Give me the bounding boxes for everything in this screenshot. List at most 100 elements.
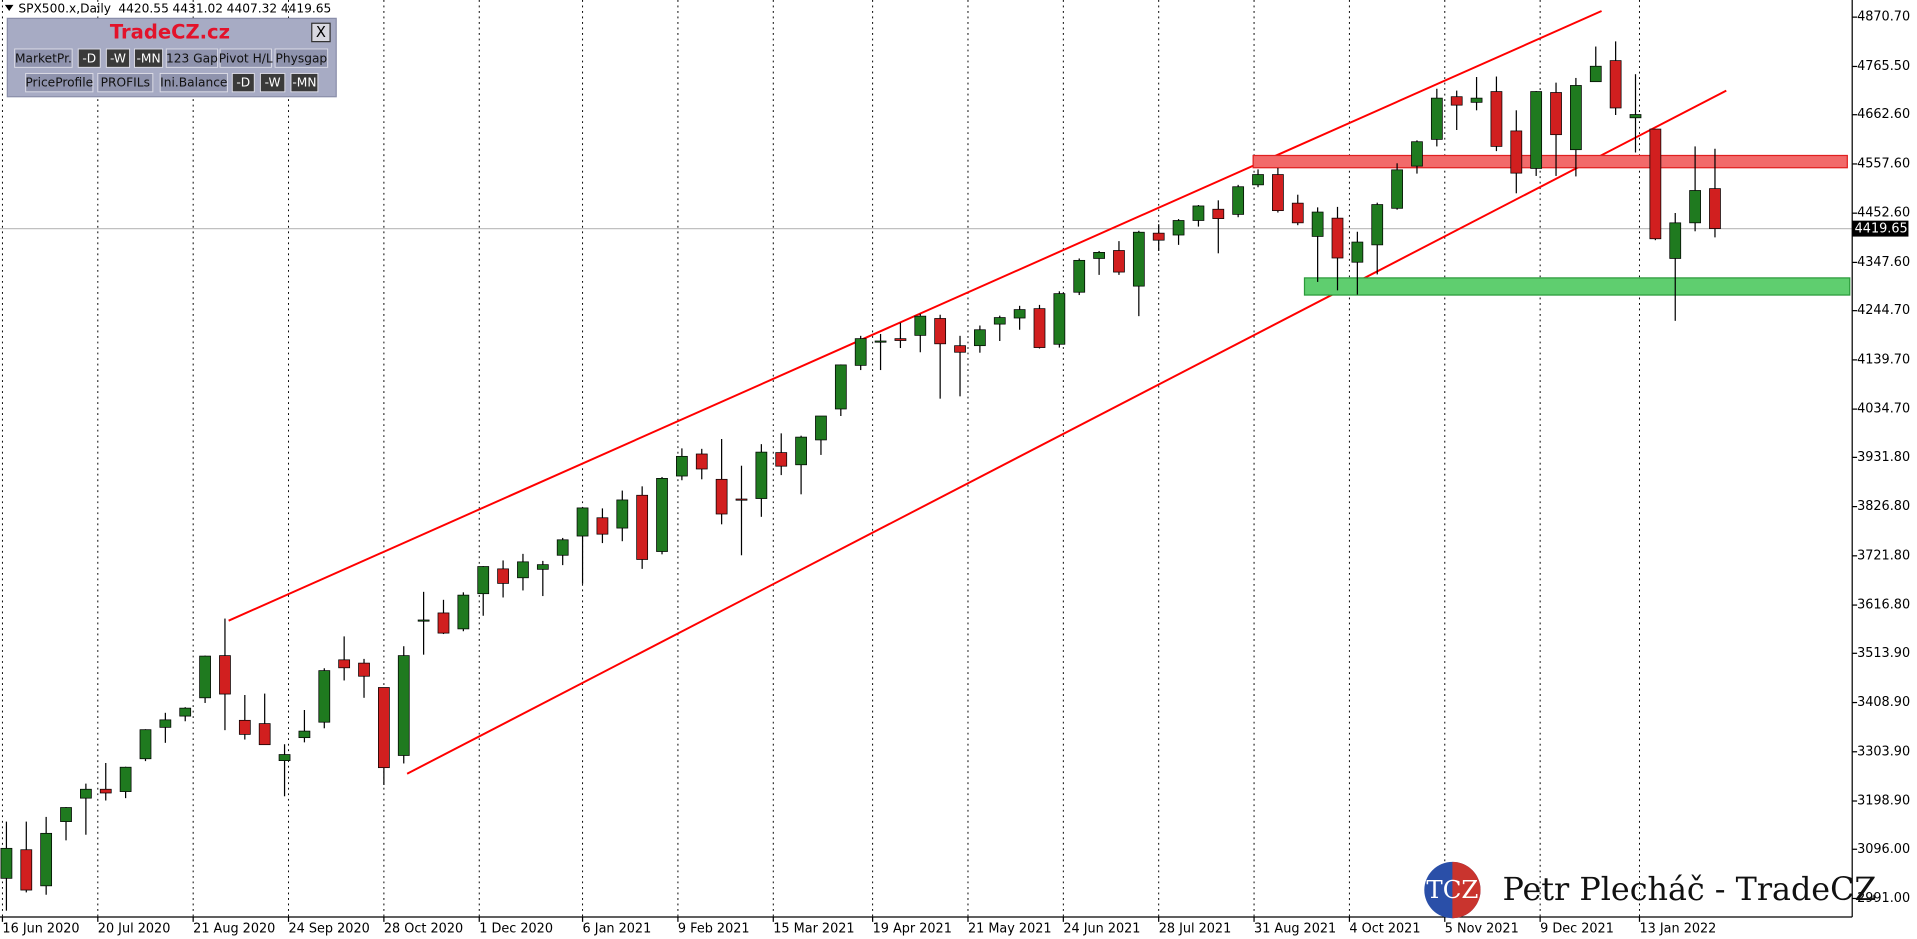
- panel-button[interactable]: [274, 48, 329, 68]
- candle-body: [1371, 204, 1384, 246]
- panel-button-label[interactable]: Pivot H/L: [219, 51, 273, 65]
- panel-button[interactable]: [219, 48, 272, 68]
- x-tick-label: 5 Nov 2021: [1445, 922, 1519, 937]
- candle-body: [338, 659, 351, 669]
- panel-button-label[interactable]: PROFILs: [101, 76, 150, 90]
- y-tick-label: 3826.80: [1857, 499, 1910, 514]
- close-label[interactable]: X: [316, 24, 326, 41]
- y-tick-label: 4765.50: [1857, 59, 1910, 74]
- panel-button[interactable]: [159, 72, 228, 93]
- candle-body: [1351, 241, 1364, 263]
- candle-body: [457, 594, 470, 630]
- panel-button[interactable]: [14, 48, 73, 68]
- y-tick-label: 4662.60: [1857, 107, 1910, 122]
- panel-button[interactable]: [105, 48, 131, 68]
- x-tick-label: 19 Apr 2021: [873, 922, 952, 937]
- candle-body: [974, 329, 986, 347]
- candle-body: [1550, 92, 1562, 136]
- panel-button[interactable]: [231, 72, 255, 93]
- last-price-label: 4419.65: [1855, 222, 1908, 237]
- candle-body: [1411, 141, 1423, 167]
- candle-body: [874, 340, 887, 343]
- panel-button[interactable]: [97, 72, 154, 93]
- candle-body: [60, 807, 72, 822]
- symbol: SPX500.x,Daily: [18, 1, 111, 15]
- y-tick-label: 4139.70: [1857, 352, 1910, 367]
- y-tick-label: 3303.90: [1857, 744, 1910, 759]
- last-price-box: [1852, 220, 1909, 237]
- candle-body: [417, 619, 430, 622]
- candle-body: [1510, 130, 1523, 174]
- panel-button-label[interactable]: Physgap: [276, 51, 328, 65]
- candle-body: [1311, 211, 1324, 237]
- channel-lower: [406, 89, 1727, 775]
- candle-body: [854, 338, 867, 366]
- candle-body: [1609, 60, 1622, 109]
- header-value: 4407.32: [227, 1, 277, 15]
- candle-body: [517, 561, 529, 579]
- panel-button-label[interactable]: 123 Gap: [166, 51, 218, 65]
- resistance-zone: [1252, 154, 1848, 169]
- y-tick-label: 3198.90: [1857, 794, 1910, 809]
- candle-body: [40, 832, 53, 887]
- candle-body: [616, 499, 629, 529]
- candle-body: [656, 478, 668, 552]
- candle-body: [378, 687, 390, 769]
- candle-body: [397, 655, 410, 756]
- candle-body: [99, 788, 112, 794]
- tool-panel: TradeCZ.cz X MarketPr. -D -W -MN 123 Gap Pivo…: [6, 17, 337, 98]
- panel-button-label[interactable]: Ini.Balance: [160, 76, 227, 90]
- panel-button-label[interactable]: -W: [110, 51, 126, 65]
- y-tick-label: 3721.80: [1857, 548, 1910, 563]
- candle-body: [576, 507, 589, 537]
- candle-body: [755, 451, 768, 499]
- logo-half: [1452, 861, 1481, 919]
- candles: [0, 41, 1721, 911]
- y-tick-label: 4557.60: [1857, 156, 1910, 171]
- candle-body: [1490, 91, 1503, 147]
- candle-body: [1709, 188, 1721, 229]
- close-button[interactable]: [311, 22, 331, 43]
- panel-button-label[interactable]: MarketPr.: [15, 51, 72, 65]
- panel-button[interactable]: [165, 48, 219, 68]
- menu-arrow: [4, 4, 14, 12]
- candle-body: [795, 436, 807, 466]
- panel-button[interactable]: [25, 72, 94, 93]
- candle-body: [1450, 96, 1463, 106]
- candle-body: [119, 766, 132, 792]
- panel-button-label[interactable]: PriceProfile: [25, 76, 93, 90]
- candle-body: [993, 317, 1006, 325]
- candle-body: [437, 612, 450, 634]
- x-tick-label: 6 Jan 2021: [583, 922, 652, 937]
- candle-body: [636, 494, 649, 560]
- panel-title: TradeCZ.cz: [110, 21, 230, 44]
- panel-button[interactable]: [133, 48, 164, 68]
- panel-button[interactable]: [259, 72, 286, 93]
- panel-button[interactable]: [290, 72, 319, 93]
- candle-body: [20, 849, 33, 891]
- x-tick-label: 21 May 2021: [968, 922, 1052, 937]
- candle-body: [258, 723, 271, 746]
- panel-button-label[interactable]: -MN: [292, 76, 316, 90]
- watermark: Petr Plecháč - TradeCZ: [1503, 871, 1877, 908]
- candle-body: [596, 517, 609, 535]
- candle-body: [1430, 97, 1443, 140]
- panel-button-label[interactable]: -D: [236, 76, 250, 90]
- panel-button-label[interactable]: -D: [82, 51, 96, 65]
- panel-button-label[interactable]: -W: [265, 76, 281, 90]
- candle-body: [1093, 252, 1105, 259]
- candle-body: [1033, 308, 1046, 348]
- panel-button-label[interactable]: -MN: [137, 51, 161, 65]
- candle-body: [536, 564, 549, 570]
- logo-text: TCZ: [1426, 875, 1478, 904]
- candle-body: [497, 568, 509, 584]
- candle-body: [1669, 222, 1682, 259]
- header-value: 4419.65: [281, 1, 331, 15]
- y-tick-label: 3096.00: [1857, 842, 1910, 857]
- panel-button[interactable]: [77, 48, 101, 68]
- chart-header: SPX500.x,Daily 4420.55 4431.02 4407.32 4419.…: [18, 1, 331, 15]
- y-tick-label: 4034.70: [1857, 402, 1910, 417]
- candle-body: [1073, 259, 1086, 293]
- y-tick-label: 4244.70: [1857, 303, 1910, 318]
- x-tick-label: 28 Jul 2021: [1159, 922, 1232, 937]
